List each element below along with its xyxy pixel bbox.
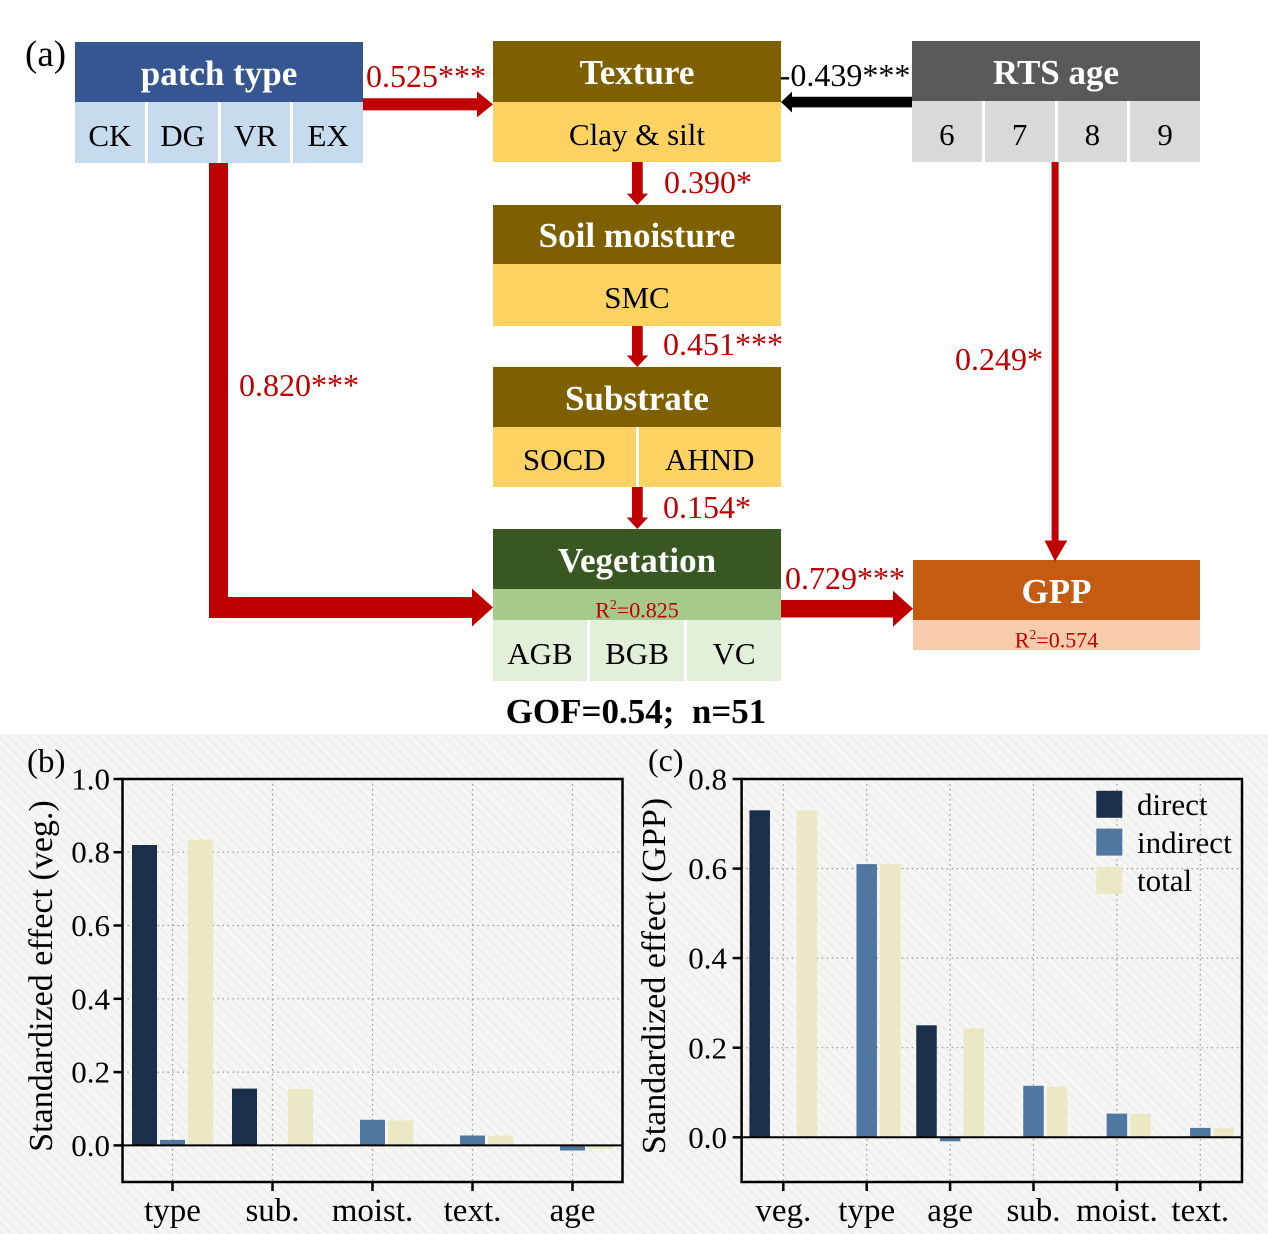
svg-text:age: age — [550, 1193, 596, 1229]
svg-text:moist.: moist. — [1076, 1193, 1158, 1229]
svg-text:0.4: 0.4 — [688, 941, 727, 976]
svg-text:0.2: 0.2 — [71, 1055, 110, 1090]
svg-text:0.6: 0.6 — [688, 851, 727, 886]
svg-text:Standardized effect (veg.): Standardized effect (veg.) — [23, 800, 60, 1151]
svg-text:Standardized effect (GPP): Standardized effect (GPP) — [636, 798, 673, 1154]
svg-text:age: age — [927, 1193, 973, 1229]
svg-text:0.0: 0.0 — [688, 1120, 727, 1155]
svg-text:0.8: 0.8 — [688, 762, 727, 797]
svg-text:0.2: 0.2 — [688, 1030, 727, 1065]
svg-text:sub.: sub. — [1006, 1193, 1060, 1229]
svg-text:1.0: 1.0 — [71, 762, 110, 797]
svg-text:0.6: 0.6 — [71, 908, 110, 943]
svg-text:moist.: moist. — [332, 1193, 414, 1229]
svg-text:text.: text. — [444, 1193, 502, 1229]
svg-text:indirect: indirect — [1137, 825, 1232, 860]
svg-text:sub.: sub. — [245, 1193, 299, 1229]
svg-text:text.: text. — [1171, 1193, 1229, 1229]
svg-text:veg.: veg. — [755, 1193, 811, 1229]
svg-text:type: type — [838, 1193, 895, 1229]
svg-text:direct: direct — [1137, 787, 1208, 822]
svg-text:0.8: 0.8 — [71, 835, 110, 870]
svg-text:type: type — [144, 1193, 201, 1229]
svg-text:0.0: 0.0 — [71, 1128, 110, 1163]
svg-text:0.4: 0.4 — [71, 981, 110, 1016]
svg-text:total: total — [1137, 863, 1192, 898]
